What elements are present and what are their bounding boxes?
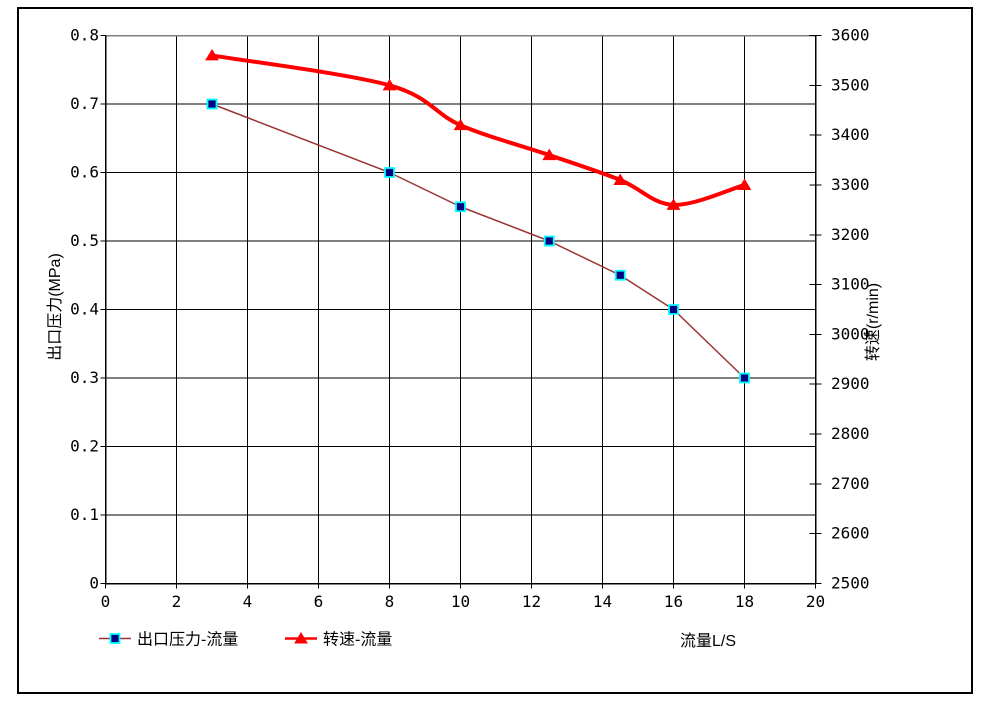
y-right-tick-label: 3200 [831, 225, 870, 244]
y-right-axis-title-text: 转速(r/min) [864, 283, 882, 361]
legend-label: 转速-流量 [323, 631, 392, 649]
chart-frame [17, 7, 973, 694]
y-left-tick-label: 0.3 [70, 368, 99, 387]
legend-item-speed: 转速-流量 [285, 631, 392, 649]
triangle-marker [613, 173, 628, 185]
y-right-axis-title: 转速(r/min) [864, 283, 882, 361]
x-tick-label: 16 [664, 592, 683, 611]
x-tick-label: 4 [243, 592, 253, 611]
y-left-tick-label: 0.2 [70, 437, 99, 456]
x-axis-title: 流量L/S [680, 632, 736, 650]
y-right-tick-label: 3000 [831, 324, 870, 343]
y-left-tick-label: 0.8 [70, 26, 99, 45]
legend: 出口压力-流量 转速-流量 [99, 631, 392, 649]
series-speed [205, 48, 752, 210]
x-tick-label: 12 [522, 592, 541, 611]
y-right-tick-label: 3500 [831, 75, 870, 94]
y-left-tick-label: 0.5 [70, 231, 99, 250]
y-left-axis-title-text: 出口压力(MPa) [46, 253, 64, 361]
x-tick-label: 18 [735, 592, 754, 611]
x-tick-label: 10 [451, 592, 470, 611]
y-right-tick-label: 3600 [831, 26, 870, 45]
legend-item-pressure: 出口压力-流量 [99, 631, 238, 649]
triangle-marker [382, 78, 397, 91]
y-right-tick-label: 2800 [831, 424, 870, 443]
y-left-axis-title: 出口压力(MPa) [46, 253, 64, 361]
x-tick-label: 2 [172, 592, 182, 611]
y-left-tick-label: 0 [89, 574, 99, 593]
series-line [210, 53, 747, 207]
x-tick-label: 14 [593, 592, 612, 611]
x-tick-label: 6 [314, 592, 324, 611]
y-right-tick-label: 2900 [831, 374, 870, 393]
y-right-tick-label: 2600 [831, 524, 870, 543]
square-marker [109, 633, 121, 644]
y-right-tick-label: 2700 [831, 474, 870, 493]
x-tick-label: 0 [101, 592, 111, 611]
square-marker [455, 201, 466, 213]
legend-label: 出口压力-流量 [137, 631, 238, 649]
square-marker [543, 235, 555, 247]
square-marker [206, 98, 218, 110]
y-left-tick-label: 0.4 [70, 300, 99, 319]
series-pressure [206, 98, 750, 384]
tick-labels: 00.10.20.30.40.50.60.70.8250026002700280… [70, 26, 869, 612]
y-left-tick-label: 0.1 [70, 505, 99, 524]
gridlines [105, 35, 816, 584]
x-tick-label: 8 [385, 592, 395, 611]
y-right-tick-label: 3300 [831, 175, 870, 194]
square-marker [668, 304, 679, 315]
y-right-tick-label: 3100 [831, 275, 870, 294]
y-left-tick-label: 0.6 [70, 163, 99, 182]
y-right-tick-label: 3400 [831, 125, 870, 144]
square-marker [614, 269, 626, 281]
square-marker [739, 372, 750, 384]
triangle-marker [453, 118, 468, 131]
triangle-marker [737, 178, 752, 190]
triangle-marker [205, 48, 219, 61]
triangle-marker [294, 632, 308, 644]
square-marker [384, 167, 395, 178]
triangle-marker [542, 148, 557, 161]
y-left-tick-label: 0.7 [70, 94, 99, 113]
x-tick-label: 20 [806, 592, 825, 611]
tick-marks [100, 35, 822, 589]
triangle-marker [666, 198, 681, 210]
y-right-tick-label: 2500 [831, 574, 870, 593]
